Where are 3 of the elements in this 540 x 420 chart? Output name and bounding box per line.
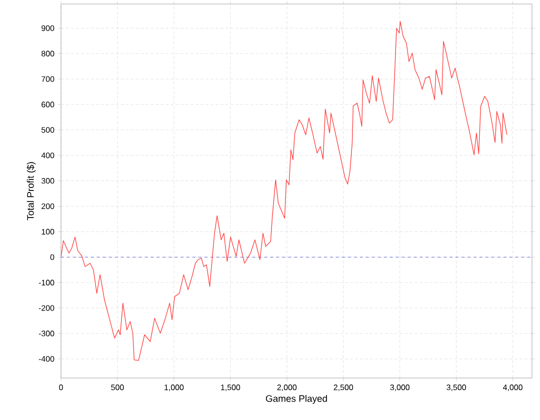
y-axis-title: Total Profit ($)	[26, 162, 36, 220]
x-axis-title: Games Played	[266, 394, 327, 404]
line-series	[61, 20, 508, 361]
